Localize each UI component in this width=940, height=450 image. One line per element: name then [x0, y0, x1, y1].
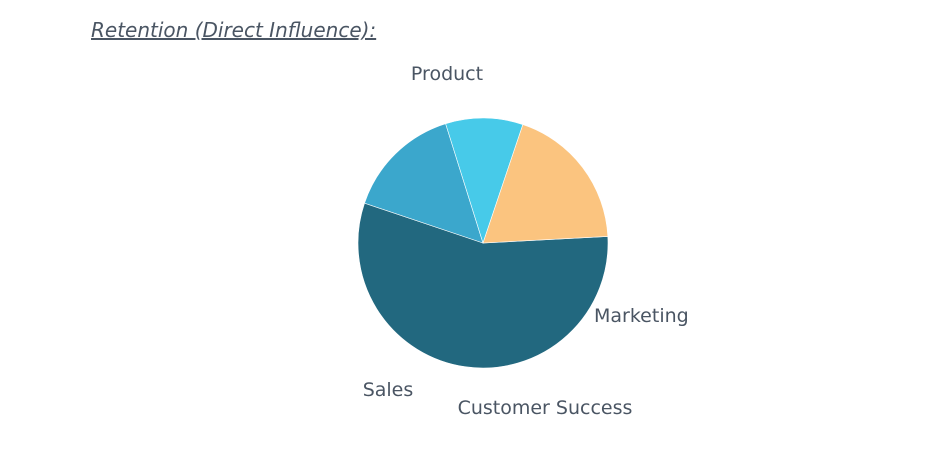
pie-slice-product — [357, 202, 609, 369]
pie-slice-sales — [482, 124, 609, 244]
pie-label-customer-success: Customer Success — [458, 397, 633, 419]
pie-label-marketing: Marketing — [594, 305, 689, 327]
pie-labels: Product Marketing Customer Success Sales — [363, 63, 689, 419]
pie-slices — [357, 117, 609, 369]
pie-slice-customer-success — [445, 117, 524, 244]
pie-label-product: Product — [411, 63, 483, 85]
pie-slice-marketing — [364, 123, 484, 244]
pie-label-sales: Sales — [363, 379, 414, 401]
chart-title: Retention (Direct Influence): — [91, 18, 377, 42]
